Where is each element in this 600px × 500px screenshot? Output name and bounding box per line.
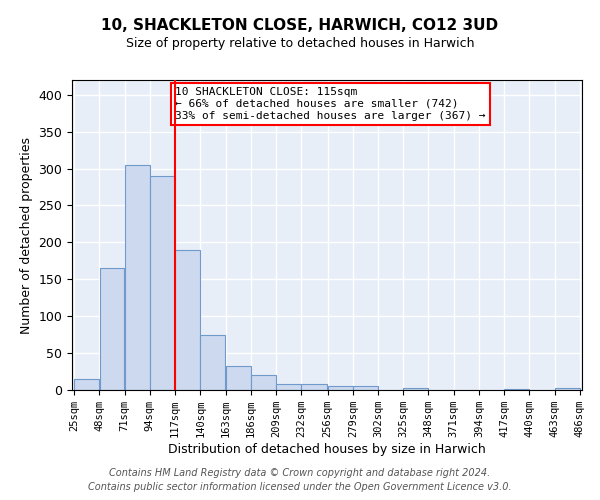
Bar xyxy=(251,375,276,390)
Bar xyxy=(226,366,251,390)
Bar xyxy=(276,384,301,390)
Bar xyxy=(504,388,529,390)
X-axis label: Distribution of detached houses by size in Harwich: Distribution of detached houses by size … xyxy=(168,443,486,456)
Bar xyxy=(403,388,428,390)
Bar xyxy=(150,176,175,390)
Text: 10 SHACKLETON CLOSE: 115sqm
← 66% of detached houses are smaller (742)
33% of se: 10 SHACKLETON CLOSE: 115sqm ← 66% of det… xyxy=(175,88,485,120)
Text: 10, SHACKLETON CLOSE, HARWICH, CO12 3UD: 10, SHACKLETON CLOSE, HARWICH, CO12 3UD xyxy=(101,18,499,32)
Bar xyxy=(200,334,226,390)
Bar xyxy=(301,384,328,390)
Bar xyxy=(175,250,200,390)
Bar xyxy=(125,165,150,390)
Bar xyxy=(353,386,378,390)
Bar xyxy=(74,379,99,390)
Text: Size of property relative to detached houses in Harwich: Size of property relative to detached ho… xyxy=(126,38,474,51)
Bar xyxy=(100,268,124,390)
Bar xyxy=(328,386,353,390)
Text: Contains public sector information licensed under the Open Government Licence v3: Contains public sector information licen… xyxy=(88,482,512,492)
Text: Contains HM Land Registry data © Crown copyright and database right 2024.: Contains HM Land Registry data © Crown c… xyxy=(109,468,491,477)
Y-axis label: Number of detached properties: Number of detached properties xyxy=(20,136,33,334)
Bar xyxy=(555,388,580,390)
